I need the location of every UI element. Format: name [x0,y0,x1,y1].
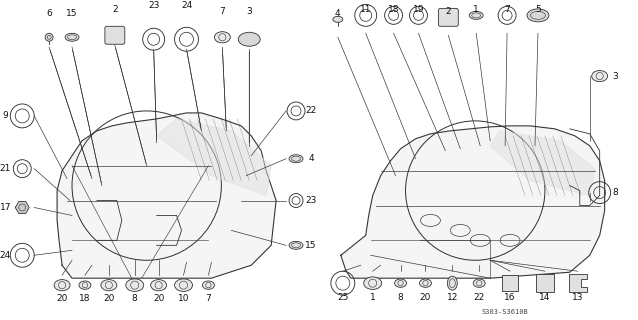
Ellipse shape [333,16,343,22]
Ellipse shape [419,279,431,287]
Text: 1: 1 [473,5,479,14]
Text: S303-S3610B: S303-S3610B [482,309,528,315]
Text: 25: 25 [337,292,348,302]
Ellipse shape [289,155,303,163]
Ellipse shape [473,279,485,287]
Text: 16: 16 [504,292,516,302]
Text: 23: 23 [305,196,316,205]
Text: 8: 8 [397,292,403,302]
Bar [502,275,518,291]
Text: 22: 22 [473,292,485,302]
Ellipse shape [214,32,230,43]
Ellipse shape [447,276,457,290]
Text: 2: 2 [445,7,451,16]
Text: 19: 19 [413,5,424,14]
Polygon shape [536,274,554,292]
Polygon shape [157,119,271,196]
Ellipse shape [289,241,303,249]
Polygon shape [15,202,29,213]
Text: 24: 24 [181,1,192,10]
Text: 7: 7 [504,5,510,14]
Text: 18: 18 [79,293,91,303]
Text: 7: 7 [205,293,211,303]
Polygon shape [490,131,595,196]
Ellipse shape [54,280,70,291]
Text: 2: 2 [112,5,117,14]
Text: 8: 8 [132,293,138,303]
Text: 11: 11 [360,5,371,14]
Polygon shape [569,274,587,292]
Ellipse shape [202,281,214,289]
FancyBboxPatch shape [105,26,125,44]
Ellipse shape [364,277,382,289]
Text: 14: 14 [539,292,551,302]
Text: 8: 8 [612,188,618,197]
Text: 7: 7 [219,7,225,16]
Text: 17: 17 [0,203,11,212]
Text: 5: 5 [535,5,541,14]
Text: 4: 4 [335,9,341,18]
Text: 22: 22 [306,107,316,116]
Polygon shape [57,113,276,278]
Ellipse shape [470,12,483,19]
Text: 18: 18 [388,5,399,14]
Text: 20: 20 [103,293,115,303]
Text: 23: 23 [148,1,160,10]
Text: 9: 9 [3,111,8,120]
FancyBboxPatch shape [438,8,458,26]
Text: 13: 13 [572,292,584,302]
Ellipse shape [79,281,91,289]
Text: 20: 20 [153,293,165,303]
Text: 24: 24 [0,251,11,260]
Polygon shape [341,126,605,278]
Ellipse shape [591,70,607,82]
Ellipse shape [527,9,549,22]
Text: 4: 4 [308,154,314,163]
Ellipse shape [126,279,144,292]
Text: 10: 10 [178,293,189,303]
Text: 12: 12 [447,292,458,302]
Text: 3: 3 [246,7,252,16]
Text: 15: 15 [305,241,316,250]
Ellipse shape [151,280,167,291]
Text: 6: 6 [46,9,52,18]
Ellipse shape [175,279,193,292]
Text: 3: 3 [612,72,618,81]
Ellipse shape [101,280,117,291]
Text: 20: 20 [56,293,68,303]
Text: 21: 21 [0,164,11,173]
Ellipse shape [238,32,260,46]
Text: 20: 20 [420,292,431,302]
Circle shape [45,33,53,41]
Ellipse shape [65,33,79,41]
Text: 1: 1 [370,292,376,302]
Ellipse shape [394,279,406,287]
Text: 15: 15 [66,9,78,18]
